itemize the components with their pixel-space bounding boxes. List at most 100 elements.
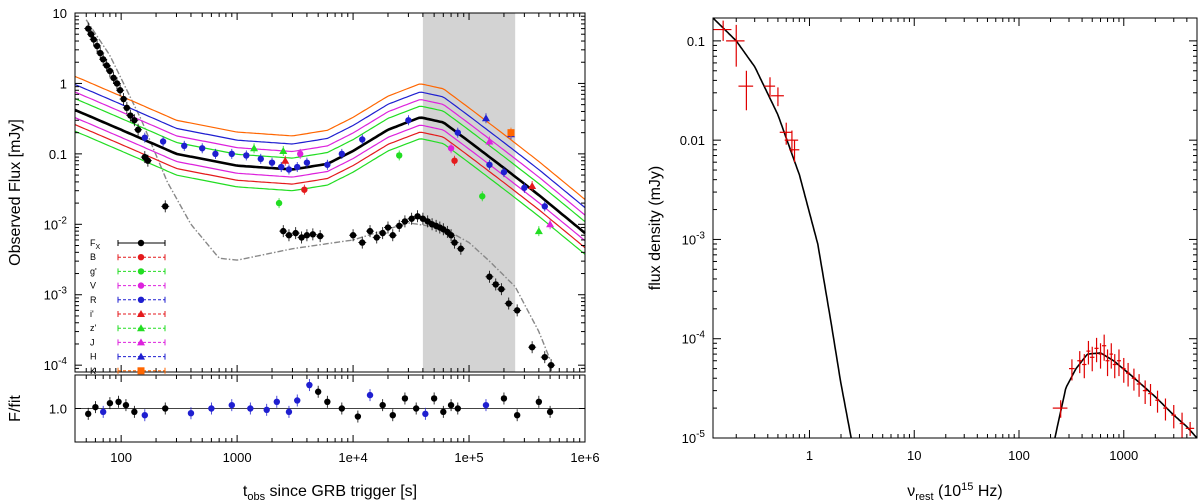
- sed-x-label: νrest (1015 Hz): [907, 481, 1003, 503]
- xray-point: [99, 56, 107, 63]
- optical-point-R: [294, 163, 301, 171]
- optical-point-R: [338, 150, 346, 158]
- residual-point: [294, 397, 301, 404]
- optical-point-R: [521, 184, 528, 191]
- xray-point: [309, 231, 317, 238]
- residual-point: [85, 410, 92, 418]
- xray-point: [408, 215, 415, 222]
- residual-point: [401, 395, 409, 402]
- residual-point: [324, 398, 331, 405]
- residual-point: [379, 401, 386, 409]
- residual-point: [440, 408, 447, 416]
- residual-point: [412, 405, 420, 412]
- xray-point: [373, 234, 380, 241]
- xray-point: [359, 239, 366, 246]
- residual-point: [354, 413, 362, 420]
- y-tick-label: 10-2: [44, 215, 68, 232]
- sed-model-low: [712, 17, 852, 439]
- xray-point: [113, 80, 121, 87]
- xray-point: [414, 213, 421, 220]
- sed-model-high: [1054, 352, 1198, 439]
- sed-y-tick-label: 10-4: [682, 330, 706, 347]
- sed-x-tick-label: 10: [907, 448, 921, 463]
- residual-point: [141, 412, 149, 419]
- xray-point: [298, 234, 305, 241]
- residual-point: [187, 409, 195, 417]
- model-curve-g': [74, 130, 586, 255]
- legend-marker: [137, 352, 145, 360]
- sed-x-label-rest: (10: [934, 483, 962, 500]
- model-curve-K: [74, 75, 586, 200]
- residual-point: [99, 408, 107, 416]
- xray-point: [457, 245, 465, 252]
- residual-point: [447, 401, 455, 409]
- xray-point: [123, 104, 131, 112]
- xray-point: [85, 25, 92, 32]
- xray-point: [384, 224, 392, 231]
- legend-label: V: [90, 281, 96, 291]
- legend-marker: [137, 310, 145, 317]
- residual-point: [430, 395, 438, 402]
- xray-point: [541, 353, 548, 361]
- optical-point-R: [486, 161, 493, 168]
- optical-point-R: [141, 134, 149, 141]
- data-points: [84, 22, 556, 372]
- optical-point-R: [541, 203, 548, 210]
- legend-marker: [137, 239, 145, 247]
- xray-point: [303, 232, 311, 239]
- residual-point: [162, 405, 169, 412]
- sed-panel: 0.1 0.01 10-3 10-4 10-5 1 10 100 1000 flux dens…: [647, 17, 1198, 503]
- model-curve-V: [74, 117, 586, 242]
- legend-marker: [137, 324, 145, 332]
- xray-point: [513, 307, 521, 314]
- model-curve-H: [74, 83, 586, 209]
- optical-point-R: [199, 145, 206, 152]
- optical-point-K: [507, 129, 515, 137]
- optical-point-g': [479, 193, 486, 200]
- xray-model-line: [85, 19, 551, 360]
- x-label-rest: since GRB trigger [s]: [265, 483, 417, 500]
- lightcurve-frame: [74, 12, 586, 373]
- optical-point-R: [268, 159, 276, 166]
- xray-point: [87, 31, 95, 38]
- xray-point: [116, 87, 124, 94]
- residual-y-label: F/fit: [7, 395, 24, 422]
- xray-point: [505, 300, 512, 307]
- optical-point-R: [278, 163, 285, 171]
- residual-point: [115, 398, 122, 405]
- residual-y-ticks: 1.0: [49, 402, 585, 417]
- model-curves: [74, 75, 586, 255]
- residual-x-ticks: 100 1000 1e+4 1e+5 1e+6: [74, 375, 600, 465]
- optical-point-R: [454, 129, 461, 136]
- sed-model-curves: [712, 17, 1198, 439]
- sed-x-label-sup: 15: [961, 481, 973, 493]
- xray-point: [389, 232, 396, 239]
- xray-point: [486, 273, 493, 280]
- residual-point: [263, 406, 270, 414]
- optical-point-R: [181, 142, 188, 150]
- residual-point: [338, 405, 346, 412]
- residual-point: [314, 388, 322, 395]
- residual-point: [389, 412, 396, 419]
- residual-points: [85, 379, 554, 423]
- xray-point: [528, 343, 536, 351]
- xray-point: [134, 126, 142, 133]
- sed-frame: [712, 17, 1198, 439]
- lightcurve-y-label: Observed Flux [mJy]: [7, 119, 24, 266]
- xray-point: [280, 227, 287, 235]
- xray-point: [451, 239, 458, 246]
- xray-point: [103, 62, 110, 69]
- residual-point: [131, 408, 138, 416]
- optical-point-R: [212, 150, 219, 158]
- xray-point: [127, 112, 134, 119]
- residual-panel: 1.0 100 1000 1e+4 1e+5 1e+6 F/fit tobs since…: [7, 374, 600, 503]
- xray-point: [492, 281, 499, 288]
- x-tick-label: 1e+4: [338, 450, 367, 465]
- legend-marker: [137, 254, 145, 261]
- optical-point-R: [228, 150, 236, 158]
- sed-y-ticks: 0.1 0.01 10-3 10-4 10-5: [680, 34, 1197, 446]
- sed-y-tick-label: 0.01: [680, 133, 705, 148]
- residual-point: [122, 401, 130, 409]
- optical-point-H: [481, 114, 490, 122]
